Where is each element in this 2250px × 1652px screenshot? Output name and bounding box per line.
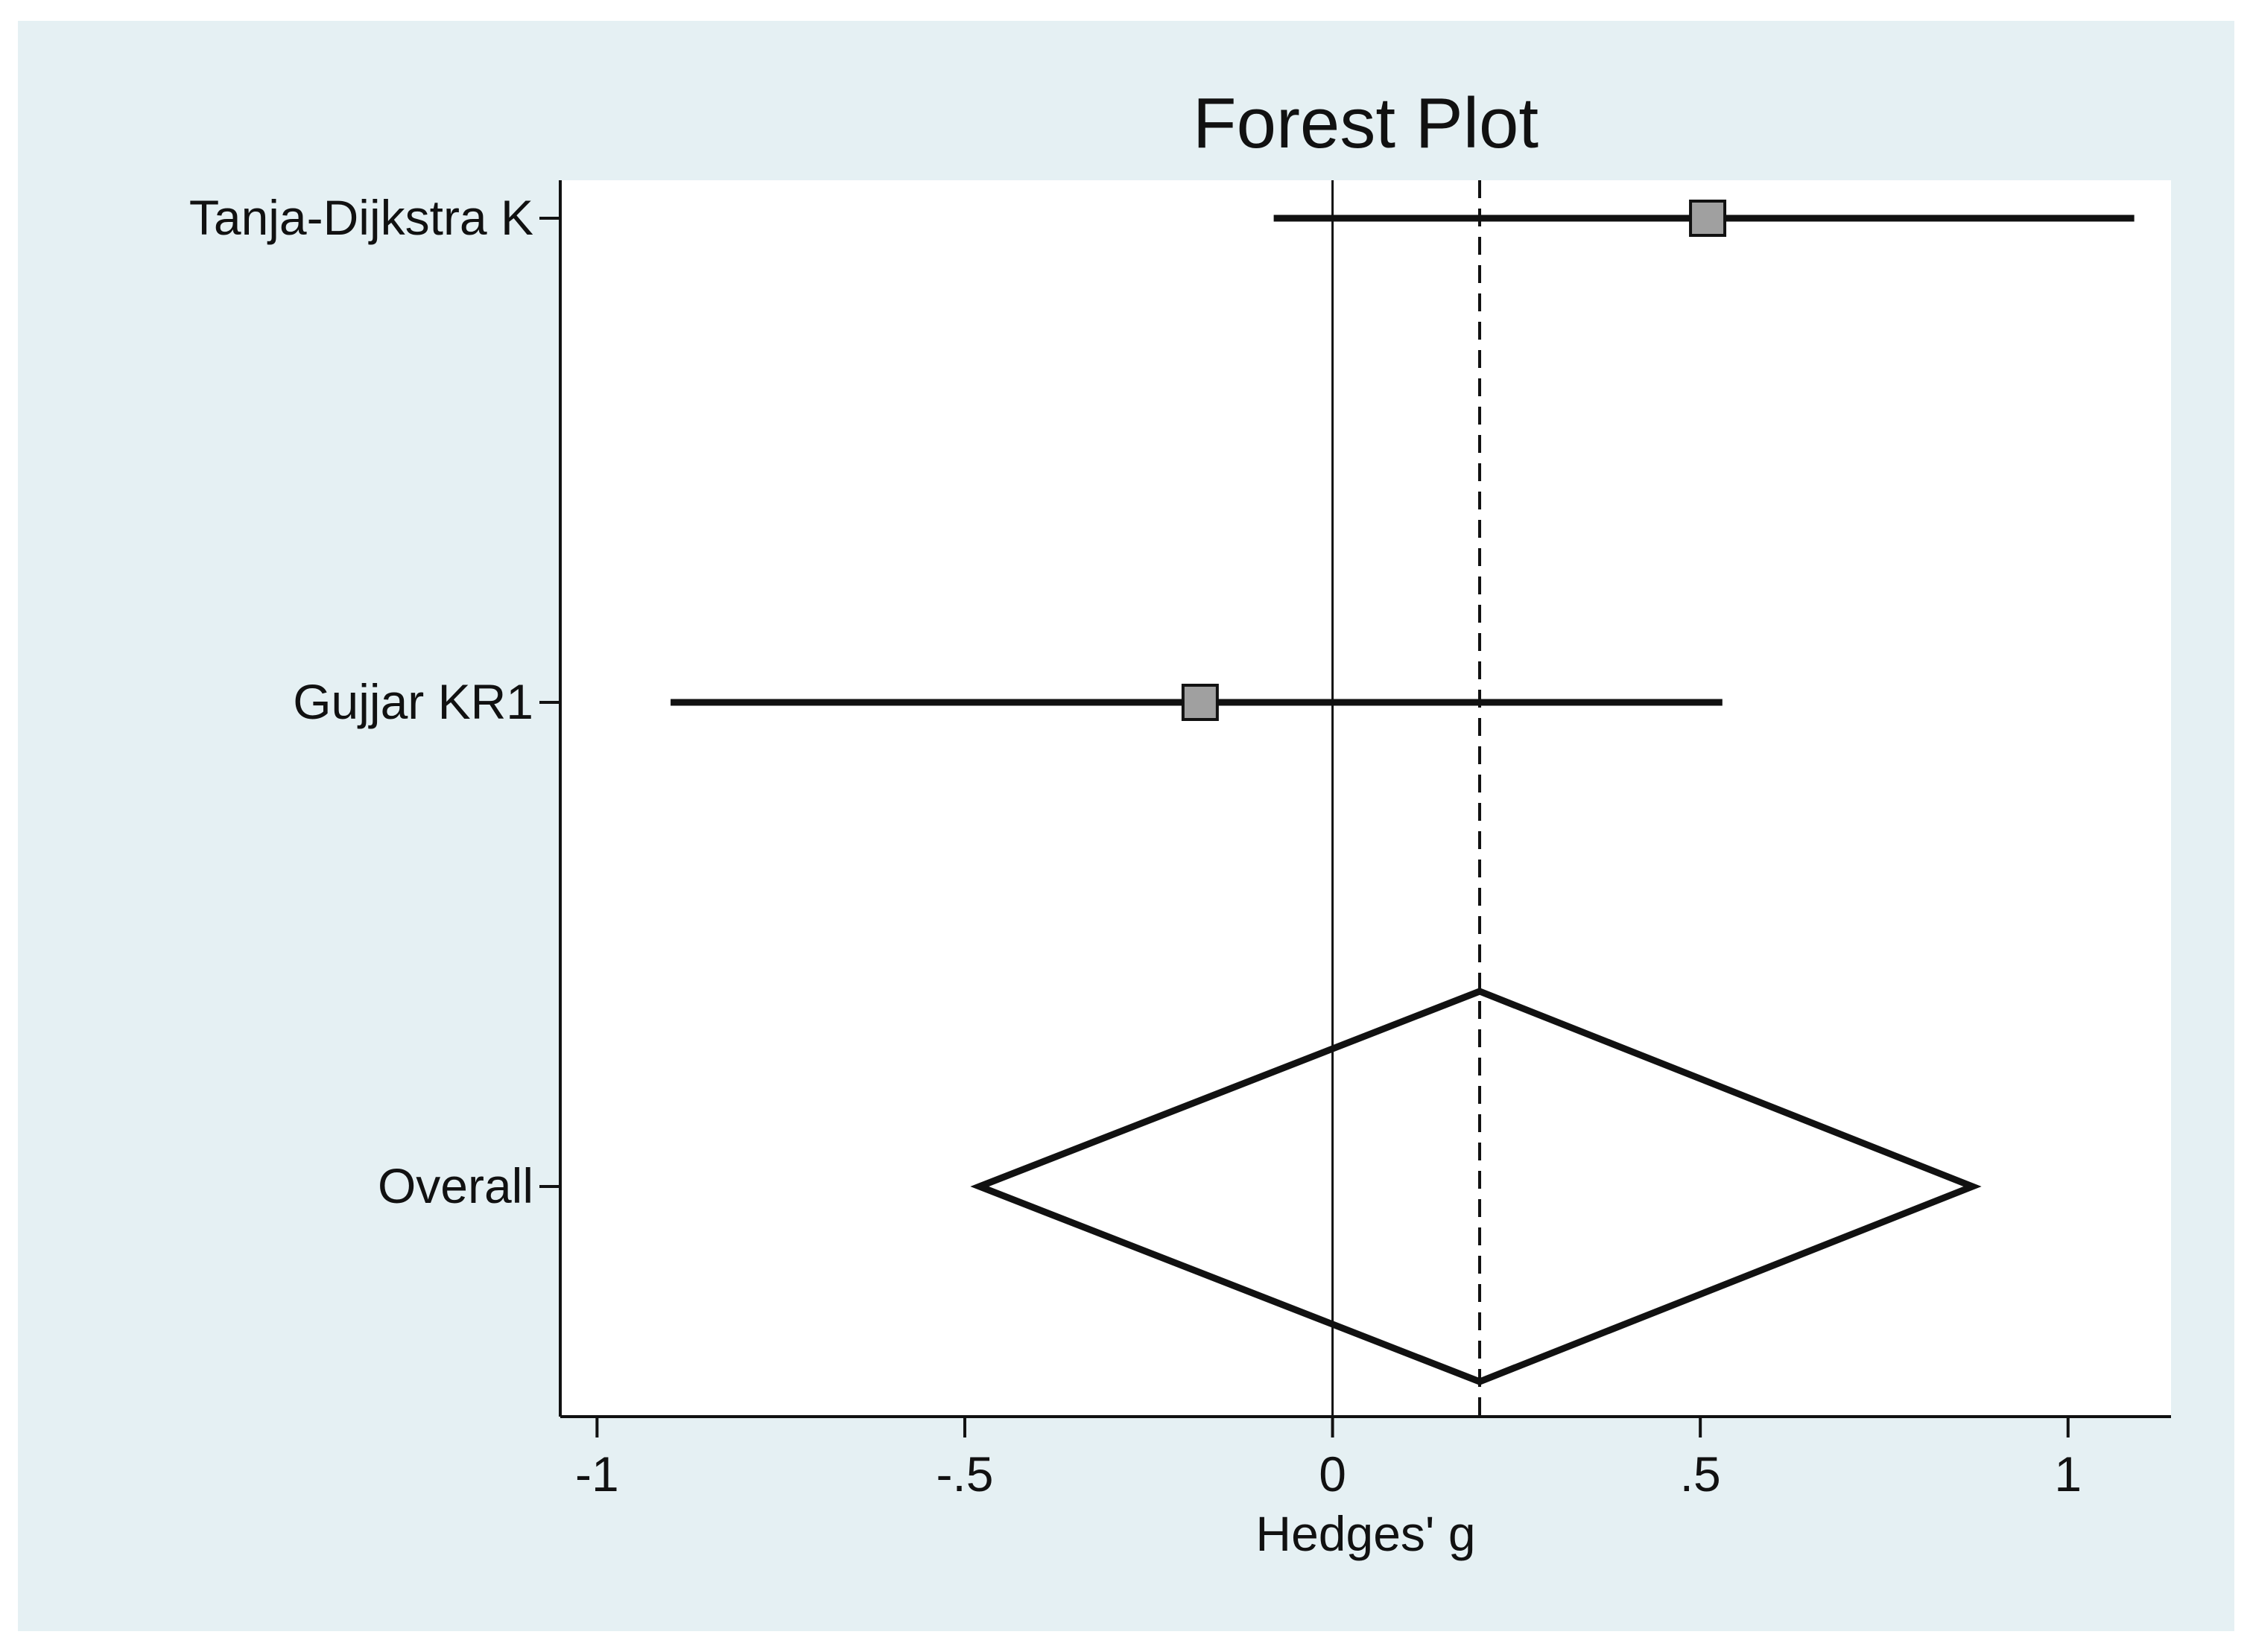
x-tick-label: -1 [575,1446,619,1502]
plot-area [560,180,2171,1417]
x-tick-label: 1 [2054,1446,2082,1502]
overall-summary [970,988,1982,1385]
x-axis-title: Hedges' g [1255,1506,1475,1561]
chart-title: Forest Plot [1193,83,1538,163]
study-point-marker [1181,684,1219,721]
x-tick-label: 0 [1319,1446,1346,1502]
study-point-marker [1689,200,1727,237]
x-tick-label: -.5 [936,1446,993,1502]
overall-diamond [970,988,1982,1385]
study-label: Tanja-Dijkstra K [189,190,533,245]
y-axis-labels: Tanja-Dijkstra K Gujjar KR1 Overall [189,190,560,1213]
overall-label: Overall [378,1158,533,1213]
x-axis-ticks: -1 -.5 0 .5 1 [575,1417,2082,1502]
study-marks [671,200,2135,721]
x-tick-label: .5 [1680,1446,1721,1502]
study-label: Gujjar KR1 [293,674,533,729]
reference-lines [1331,180,1482,1417]
